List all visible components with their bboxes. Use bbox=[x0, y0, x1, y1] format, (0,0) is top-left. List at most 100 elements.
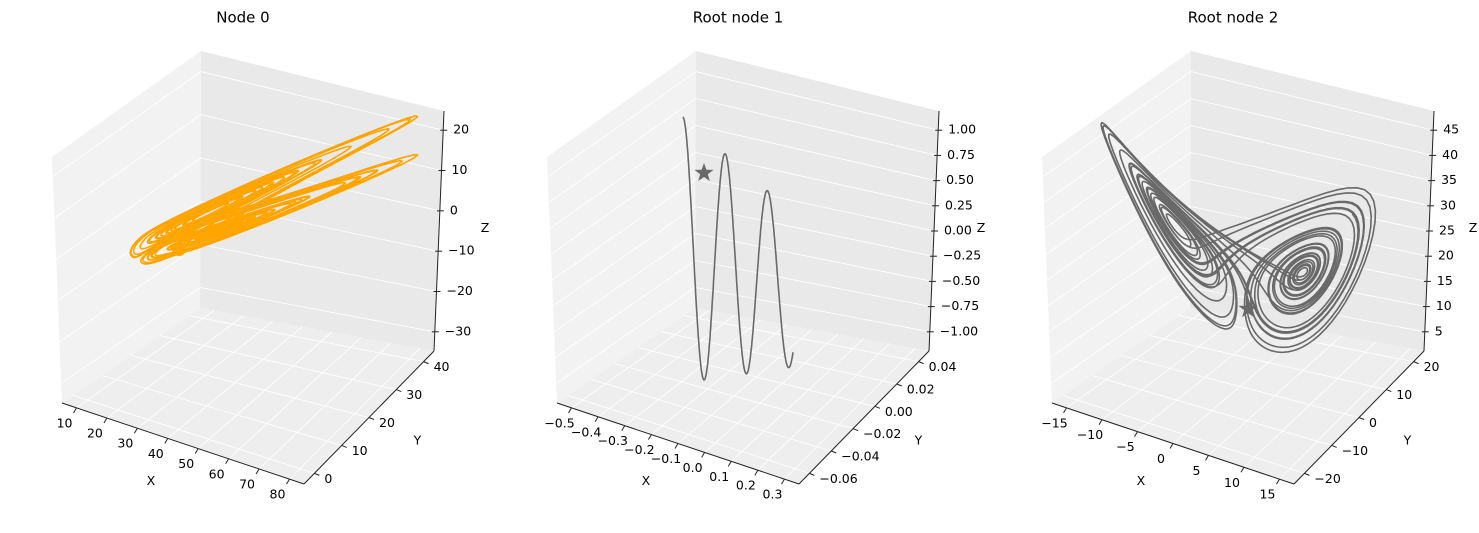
z-tick-label: 45 bbox=[1443, 122, 1459, 137]
z-axis-label: Z bbox=[1469, 220, 1478, 235]
left-pane bbox=[547, 51, 696, 403]
x-tick-label: −0.4 bbox=[571, 424, 601, 439]
z-tick-label: 40 bbox=[1442, 147, 1458, 162]
y-tick bbox=[396, 389, 402, 393]
y-tick bbox=[314, 472, 320, 476]
x-tick bbox=[133, 427, 138, 434]
x-tick-label: 70 bbox=[239, 476, 255, 491]
y-tick-label: −10 bbox=[1342, 443, 1368, 458]
z-gridline bbox=[60, 286, 435, 384]
y-tick-label: 20 bbox=[379, 415, 395, 430]
y-tick bbox=[423, 361, 429, 365]
left-pane bbox=[1042, 51, 1191, 403]
x-tick-label: 20 bbox=[87, 426, 103, 441]
x-gridline bbox=[597, 314, 736, 418]
y-tick bbox=[918, 361, 924, 365]
chart-title: Node 0 bbox=[216, 9, 269, 27]
y-gridline bbox=[1120, 355, 1360, 418]
x-tick bbox=[701, 452, 706, 458]
z-gridline bbox=[1050, 286, 1425, 384]
x-tick-label: 0.2 bbox=[736, 478, 756, 493]
z-tick-label: −20 bbox=[446, 283, 472, 298]
z-gridline bbox=[55, 157, 440, 260]
x-gridline bbox=[730, 338, 864, 462]
x-tick-label: 0.0 bbox=[683, 460, 703, 475]
z-tick-label: 10 bbox=[1436, 298, 1452, 313]
y-gridline bbox=[637, 347, 876, 407]
y-tick-label: 0 bbox=[324, 471, 332, 486]
x-tick bbox=[1098, 419, 1103, 425]
z-gridline bbox=[54, 114, 442, 219]
x-axis-label: X bbox=[642, 473, 651, 488]
trajectory-line bbox=[129, 114, 419, 265]
x-tick bbox=[1276, 478, 1280, 485]
start-marker bbox=[1238, 299, 1258, 318]
x-tick bbox=[164, 438, 169, 444]
y-gridline bbox=[591, 379, 832, 452]
z-gridline bbox=[549, 125, 937, 229]
y-tick bbox=[831, 450, 837, 454]
y-gridline bbox=[101, 375, 342, 446]
z-tick-label: −10 bbox=[448, 243, 474, 258]
x-tick-label: 50 bbox=[178, 456, 194, 471]
x-tick bbox=[225, 458, 230, 465]
x-tick bbox=[647, 434, 652, 440]
y-tick-label: −0.06 bbox=[819, 471, 857, 486]
y-tick-label: 0.02 bbox=[907, 381, 935, 396]
x-tick-label: −0.1 bbox=[651, 451, 681, 466]
z-tick-label: −0.25 bbox=[943, 248, 981, 263]
z-gridline bbox=[1044, 125, 1432, 229]
y-gridline bbox=[567, 395, 810, 474]
y-tick-label: −0.02 bbox=[863, 426, 901, 441]
y-tick bbox=[341, 444, 347, 448]
z-gridline bbox=[551, 179, 935, 281]
z-gridline bbox=[57, 200, 439, 302]
z-gridline bbox=[548, 98, 938, 203]
z-tick-label: 1.00 bbox=[948, 122, 976, 137]
x-tick-label: −5 bbox=[1116, 439, 1134, 454]
z-tick-label: 0.25 bbox=[945, 197, 973, 212]
y-tick-label: 10 bbox=[1396, 387, 1412, 402]
y-tick-label: −20 bbox=[1314, 471, 1340, 486]
z-tick-label: 10 bbox=[452, 162, 468, 177]
trajectory-line bbox=[1100, 121, 1377, 354]
x-tick-label: 0 bbox=[1157, 451, 1165, 466]
z-gridline bbox=[1046, 179, 1430, 281]
x-tick bbox=[194, 448, 199, 454]
y-tick-label: 20 bbox=[1424, 359, 1440, 374]
back-pane bbox=[695, 51, 939, 351]
x-tick bbox=[73, 407, 77, 414]
y-tick-label: 40 bbox=[434, 359, 450, 374]
x-tick bbox=[727, 461, 732, 467]
x-tick bbox=[1169, 443, 1174, 449]
y-tick-label: 10 bbox=[352, 443, 368, 458]
x-gridline bbox=[624, 319, 761, 426]
z-tick-label: 0.50 bbox=[946, 172, 974, 187]
x-tick-label: 0.3 bbox=[763, 487, 783, 502]
x-tick-label: 10 bbox=[1224, 475, 1240, 490]
y-tick bbox=[1331, 444, 1337, 448]
x-gridline bbox=[651, 324, 787, 435]
x-tick bbox=[781, 478, 785, 485]
z-gridline bbox=[1049, 260, 1426, 358]
y-tick bbox=[1304, 472, 1310, 476]
start-marker bbox=[694, 163, 714, 182]
chart-title: Root node 2 bbox=[1188, 9, 1279, 27]
z-axis-label: Z bbox=[977, 220, 986, 235]
z-tick-label: 0.75 bbox=[947, 147, 975, 162]
trajectory-line bbox=[682, 116, 794, 381]
y-gridline bbox=[1062, 395, 1305, 474]
y-tick-label: 0.00 bbox=[885, 404, 913, 419]
x-tick-label: −0.5 bbox=[544, 415, 574, 430]
y-tick bbox=[1386, 389, 1392, 393]
z-tick-label: −0.75 bbox=[941, 298, 979, 313]
x-tick bbox=[674, 443, 679, 449]
z-gridline bbox=[1043, 98, 1433, 203]
x-axis-line bbox=[61, 402, 305, 485]
y-gridline bbox=[660, 331, 897, 385]
x-tick-label: 10 bbox=[57, 415, 73, 430]
x-tick bbox=[594, 416, 599, 423]
x-gridline bbox=[757, 343, 890, 471]
z-axis-label: Z bbox=[481, 220, 490, 235]
